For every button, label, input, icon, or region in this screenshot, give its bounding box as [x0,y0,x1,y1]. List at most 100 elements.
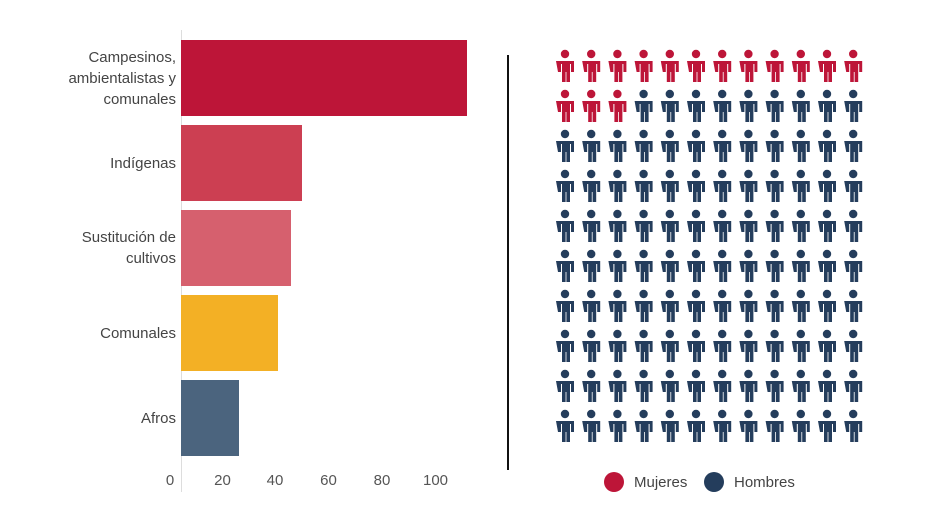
person-icon-hombre [687,209,705,242]
person-icon-mujer [608,49,627,82]
category-label: Afros [140,409,176,427]
person-icon-hombre [687,169,705,202]
legend-swatch-mujeres [604,472,624,492]
legend-item-mujeres: Mujeres [604,472,687,492]
person-icon-hombre [634,249,653,282]
person-icon-hombre [844,369,863,402]
person-icon-hombre [844,409,863,442]
person-icon-hombre [556,249,574,282]
x-tick-label: 0 [165,472,175,489]
person-icon-hombre [739,329,758,362]
person-icon-hombre [765,329,784,362]
person-icon-mujer [556,49,574,82]
person-icon-hombre [739,129,758,162]
person-icon-hombre [791,209,810,242]
person-icon-hombre [634,169,653,202]
person-icon-hombre [634,329,653,362]
person-icon-hombre [844,289,863,322]
person-icon-hombre [791,369,810,402]
x-tick-label: 20 [214,472,231,489]
person-icon-hombre [765,369,784,402]
bar-3 [181,295,279,371]
person-icon-hombre [582,289,601,322]
person-icon-hombre [582,369,601,402]
person-icon-hombre [739,289,758,322]
person-icon-hombre [660,129,679,162]
bar-2 [181,210,292,286]
person-icon-hombre [765,129,784,162]
person-icon-hombre [687,369,705,402]
person-icon-mujer [791,49,810,82]
person-icon-hombre [634,409,653,442]
person-icon-hombre [687,409,705,442]
person-icon-hombre [608,209,627,242]
person-icon-hombre [739,249,758,282]
person-icon-hombre [713,129,732,162]
person-icon-hombre [713,329,732,362]
person-icon-hombre [765,409,784,442]
bar-4 [181,380,239,456]
person-icon-hombre [582,249,601,282]
person-icon-hombre [608,129,627,162]
person-icon-hombre [713,209,732,242]
person-icon-hombre [687,89,705,122]
person-icon-hombre [608,409,627,442]
person-icon-hombre [713,409,732,442]
person-icon-hombre [765,289,784,322]
category-label: Indígenas [110,154,176,172]
person-icon-mujer [844,49,863,82]
person-icon-mujer [556,89,574,122]
person-icon-hombre [791,129,810,162]
person-icon-hombre [556,369,574,402]
person-icon-hombre [739,409,758,442]
person-icon-hombre [634,209,653,242]
person-icon-hombre [660,209,679,242]
person-icon-hombre [660,409,679,442]
person-icon-hombre [608,329,627,362]
person-icon-hombre [687,129,705,162]
person-icon-hombre [791,169,810,202]
person-icon-hombre [582,409,601,442]
person-icon-hombre [687,289,705,322]
person-icon-hombre [582,329,601,362]
person-icon-mujer [634,49,653,82]
legend-item-hombres: Hombres [704,472,795,492]
person-icon-hombre [765,249,784,282]
person-icon-hombre [765,209,784,242]
legend-label-hombres: Hombres [734,473,795,491]
bar-0 [181,40,468,116]
person-icon-hombre [844,249,863,282]
person-icon-hombre [791,409,810,442]
person-icon-hombre [608,249,627,282]
person-icon-hombre [556,129,574,162]
person-icon-hombre [791,249,810,282]
person-icon-hombre [634,289,653,322]
person-icon-hombre [582,129,601,162]
person-icon-hombre [818,329,836,362]
person-icon-hombre [608,169,627,202]
person-icon-hombre [844,169,863,202]
person-icon-hombre [739,209,758,242]
person-icon-mujer [582,89,601,122]
person-icon-hombre [660,369,679,402]
person-icon-hombre [713,89,732,122]
person-icon-hombre [739,89,758,122]
person-icon-hombre [608,369,627,402]
category-label: Campesinos, ambientalistas y comunales [68,48,176,108]
person-icon-mujer [608,89,627,122]
person-icon-mujer [739,49,758,82]
category-label: Comunales [100,324,176,342]
person-icon-hombre [844,209,863,242]
person-icon-mujer [818,49,836,82]
x-tick-label: 60 [320,472,337,489]
x-tick-label: 40 [266,472,284,489]
legend-label-mujeres: Mujeres [634,473,688,491]
person-icon-hombre [791,329,810,362]
legend-swatch-hombres [704,472,724,492]
person-icon-hombre [660,289,679,322]
x-tick-label: 100 [422,472,449,489]
category-label: Sustitución de cultivos [81,229,176,267]
person-icon-hombre [608,289,627,322]
person-icon-hombre [818,169,836,202]
